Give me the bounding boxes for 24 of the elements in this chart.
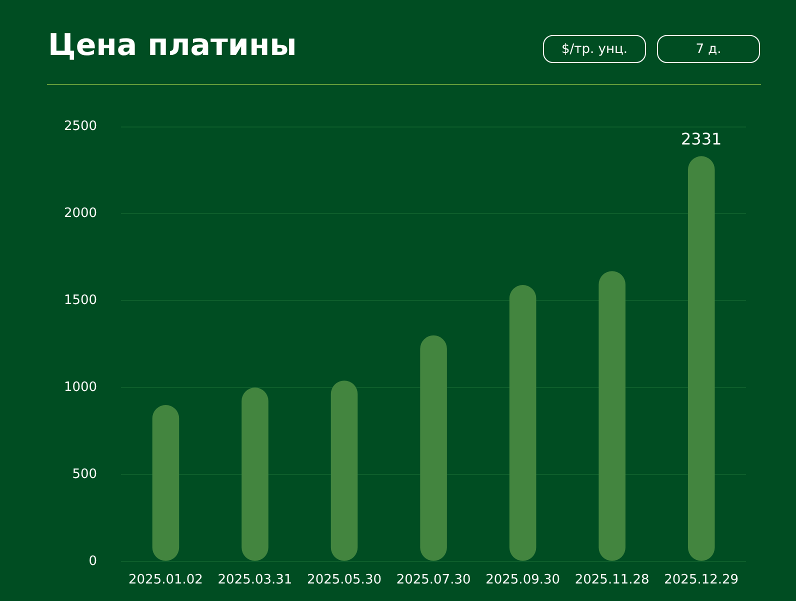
- bar: [509, 284, 536, 561]
- text: $/тр. унц.: [543, 35, 646, 63]
- x-tick-label: 2025.05.30: [307, 572, 382, 588]
- x-tick-label: 2025.11.28: [574, 572, 650, 588]
- x-tick-label: 2025.07.30: [396, 572, 471, 588]
- x-tick-label: 2025.01.02: [128, 572, 203, 588]
- text: 7 д.: [657, 35, 760, 63]
- y-tick-label: 2500: [64, 119, 98, 134]
- y-tick-label: 500: [72, 466, 98, 482]
- bar: [420, 335, 447, 561]
- x-tick-label: 2025.12.29: [664, 572, 739, 588]
- x-tick-label: 2025.09.30: [486, 572, 560, 588]
- y-tick-label: 1000: [64, 380, 98, 395]
- y-tick-label: 0: [88, 554, 98, 569]
- bar: [152, 404, 180, 561]
- y-tick-label: 2000: [64, 206, 98, 222]
- chart-title: Цена платины: [48, 28, 297, 63]
- bar: [688, 156, 715, 561]
- bar: [598, 271, 626, 561]
- data-label: 2331: [681, 129, 722, 148]
- bar: [242, 388, 268, 561]
- bar: [330, 380, 358, 561]
- y-tick-label: 1500: [64, 293, 98, 308]
- x-tick-label: 2025.03.31: [218, 572, 292, 588]
